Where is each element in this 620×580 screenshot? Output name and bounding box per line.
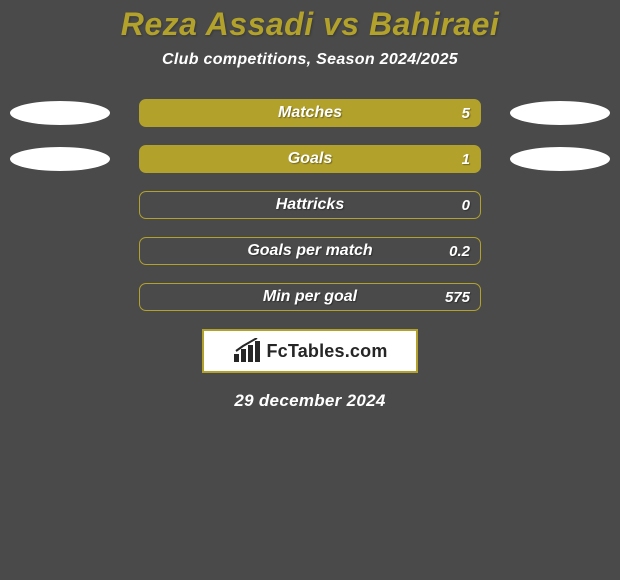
stat-label: Hattricks xyxy=(140,196,480,214)
stat-label: Matches xyxy=(140,104,480,122)
stat-bar: Goals 1 xyxy=(139,145,481,173)
brand-chart-icon xyxy=(232,338,262,364)
right-marker xyxy=(510,147,610,171)
stat-value: 5 xyxy=(462,105,470,122)
page-title: Reza Assadi vs Bahiraei xyxy=(0,6,620,43)
stat-bar: Hattricks 0 xyxy=(139,191,481,219)
right-marker xyxy=(510,101,610,125)
date-caption: 29 december 2024 xyxy=(0,391,620,411)
stat-value: 0.2 xyxy=(449,243,470,260)
stat-row: Matches 5 xyxy=(0,99,620,127)
stat-rows: Matches 5 Goals 1 Hattricks 0 Goals xyxy=(0,99,620,311)
stat-bar: Matches 5 xyxy=(139,99,481,127)
stat-value: 1 xyxy=(462,151,470,168)
brand-box[interactable]: FcTables.com xyxy=(202,329,418,373)
stat-value: 575 xyxy=(445,289,470,306)
stat-label: Goals xyxy=(140,150,480,168)
stat-label: Min per goal xyxy=(140,288,480,306)
stats-card: Reza Assadi vs Bahiraei Club competition… xyxy=(0,0,620,580)
left-marker xyxy=(10,147,110,171)
stat-label: Goals per match xyxy=(140,242,480,260)
stat-bar: Goals per match 0.2 xyxy=(139,237,481,265)
stat-value: 0 xyxy=(462,197,470,214)
stat-row: Min per goal 575 xyxy=(0,283,620,311)
stat-bar: Min per goal 575 xyxy=(139,283,481,311)
left-marker xyxy=(10,101,110,125)
stat-row: Goals 1 xyxy=(0,145,620,173)
stat-row: Hattricks 0 xyxy=(0,191,620,219)
brand-text: FcTables.com xyxy=(266,341,387,362)
subtitle: Club competitions, Season 2024/2025 xyxy=(0,51,620,69)
stat-row: Goals per match 0.2 xyxy=(0,237,620,265)
